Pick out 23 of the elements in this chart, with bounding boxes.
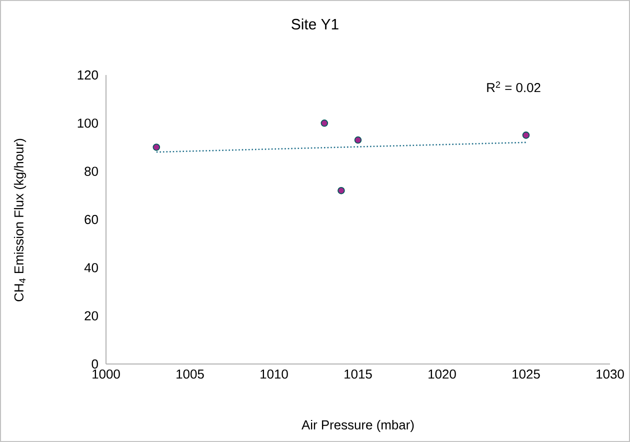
- point: [320, 120, 328, 127]
- x-axis-title: Air Pressure (mbar): [302, 420, 414, 432]
- chart-title: Site Y1: [292, 18, 338, 30]
- y-axis-title: CH$_{4}$ Emission Flux (kg/hour): [14, 138, 26, 302]
- annotation: R$^{2}$ = 0.02: [487, 81, 540, 92]
- y-tick-label: 120: [78, 70, 98, 80]
- point: [338, 186, 345, 194]
- x-tick-label: 1005: [176, 370, 204, 379]
- y-tick-label: 80: [84, 166, 98, 176]
- x-tick-label: 1010: [260, 370, 288, 379]
- x-tick-label: 1025: [512, 370, 540, 379]
- y-tick-label: 20: [84, 311, 98, 320]
- y-tick-label: 0: [92, 359, 98, 369]
- y-tick-label: 60: [84, 214, 98, 224]
- x-tick-label: 1030: [596, 370, 624, 379]
- y-tick-label: 40: [84, 263, 98, 272]
- point: [152, 144, 160, 151]
- x-tick-label: 1015: [344, 370, 372, 379]
- point: [354, 136, 362, 144]
- x-tick-label: 1020: [428, 370, 456, 379]
- point: [522, 132, 530, 139]
- x-tick-label: 1000: [92, 370, 120, 379]
- y-tick-label: 100: [78, 118, 98, 128]
